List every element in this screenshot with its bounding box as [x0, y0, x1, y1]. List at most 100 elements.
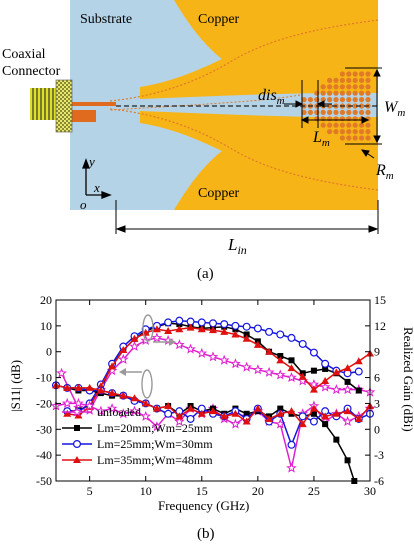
- data-point: [322, 421, 329, 428]
- data-point: [355, 387, 362, 394]
- legend-swatch-marker: [71, 406, 83, 417]
- data-point: [151, 421, 163, 432]
- data-point: [287, 440, 296, 449]
- data-point: [220, 320, 229, 329]
- metamaterial-dot: [333, 116, 339, 122]
- data-point: [197, 325, 206, 333]
- data-point: [265, 327, 274, 336]
- data-point: [196, 347, 208, 358]
- y-tick-label-right: 3: [374, 396, 380, 410]
- x-tick-label: 30: [364, 484, 376, 498]
- data-point: [321, 377, 330, 385]
- gain-curve-ellipse: [142, 314, 154, 342]
- data-point: [63, 409, 72, 417]
- metamaterial-dot: [352, 90, 358, 96]
- metamaterial-dot: [365, 109, 371, 115]
- metamaterial-dot: [365, 97, 371, 103]
- chart-legend: unloaded Lm=20mm;Wm=25mm Lm=25mm;Wm=30mm Lm…: [62, 405, 213, 467]
- data-point: [309, 385, 318, 393]
- data-point: [253, 404, 262, 412]
- metamaterial-dot: [314, 109, 320, 115]
- data-point: [220, 412, 229, 420]
- axis-origin-label: o: [80, 197, 87, 212]
- data-point: [106, 403, 118, 414]
- lower-flare-outline: [109, 94, 301, 111]
- legend-entry: Lm=35mm;Wm=48mm: [62, 453, 213, 467]
- y-tick-label-left: -40: [36, 448, 52, 462]
- metamaterial-dot: [327, 122, 333, 128]
- metamaterial-dot: [339, 90, 345, 96]
- data-point: [309, 417, 318, 426]
- metamaterial-dot: [365, 129, 371, 135]
- metamaterial-dot: [352, 84, 358, 90]
- metamaterial-dot: [333, 77, 339, 83]
- data-point: [288, 357, 295, 364]
- data-point: [276, 356, 285, 364]
- data-point: [197, 409, 206, 417]
- metamaterial-dot: [327, 116, 333, 122]
- data-point: [141, 399, 150, 407]
- data-point: [274, 369, 286, 380]
- metamaterial-dot: [339, 71, 345, 77]
- data-point: [230, 418, 241, 429]
- legend-label: Lm=25mm;Wm=30mm: [97, 437, 213, 451]
- data-point: [331, 383, 342, 395]
- data-point: [344, 378, 351, 385]
- metamaterial-dot: [320, 84, 326, 90]
- legend-entry: Lm=25mm;Wm=30mm: [62, 437, 213, 451]
- data-point: [276, 409, 285, 417]
- metamaterial-dot: [333, 109, 339, 115]
- data-point: [310, 410, 317, 417]
- data-point: [61, 397, 73, 408]
- data-point: [333, 436, 340, 443]
- data-point: [152, 404, 161, 412]
- metamaterial-dot: [301, 97, 307, 103]
- x-tick-label: 5: [87, 484, 93, 498]
- metamaterial-dot: [359, 135, 365, 141]
- metamaterial-dot: [359, 77, 365, 83]
- legend-entry: unloaded: [62, 405, 141, 419]
- data-point: [243, 331, 250, 338]
- data-point: [197, 318, 206, 327]
- metamaterial-dot: [359, 122, 365, 128]
- data-point: [319, 381, 331, 392]
- metamaterial-dot: [359, 90, 365, 96]
- data-point: [287, 364, 296, 372]
- data-point: [287, 407, 296, 415]
- data-point: [332, 409, 341, 417]
- data-point: [63, 383, 72, 391]
- data-point: [231, 409, 240, 417]
- metamaterial-dot: [327, 109, 333, 115]
- substrate-label: Substrate: [80, 12, 132, 27]
- metamaterial-dot: [339, 116, 345, 122]
- data-point: [130, 334, 139, 342]
- x-tick-label: 25: [308, 484, 320, 498]
- metamaterial-dot: [359, 103, 365, 109]
- metamaterial-dot: [339, 77, 345, 83]
- metamaterial-dot: [365, 71, 371, 77]
- y-tick-label-right: 9: [374, 345, 380, 359]
- metamaterial-dot: [352, 129, 358, 135]
- metamaterial-dot: [352, 71, 358, 77]
- data-point: [108, 362, 117, 370]
- lm-label: Lm: [312, 129, 330, 149]
- legend-swatch-marker: [72, 440, 81, 449]
- data-point: [129, 340, 140, 352]
- data-point: [119, 391, 128, 399]
- y-tick-label-left: -20: [36, 396, 52, 410]
- y-tick-label-left: -30: [36, 422, 52, 436]
- data-point: [207, 351, 219, 362]
- data-point: [95, 405, 107, 416]
- data-point: [151, 332, 163, 343]
- data-point: [354, 357, 363, 365]
- metamaterial-dot: [346, 122, 352, 128]
- copper-top-edge: [109, 19, 379, 102]
- data-point: [209, 407, 217, 415]
- metamaterial-dot: [339, 129, 345, 135]
- data-point: [263, 366, 275, 377]
- metamaterial-dot: [352, 135, 358, 141]
- metamaterial-dot: [314, 97, 320, 103]
- metamaterial-dot: [301, 109, 307, 115]
- metamaterial-dot: [339, 84, 345, 90]
- metamaterial-dot: [346, 129, 352, 135]
